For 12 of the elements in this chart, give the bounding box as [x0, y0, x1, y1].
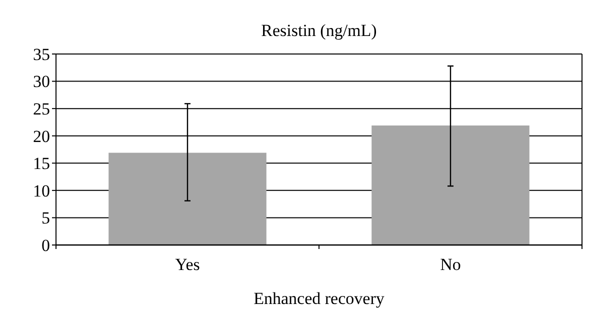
- y-tick-label: 0: [42, 236, 50, 255]
- y-tick-label: 15: [33, 154, 50, 174]
- y-tick-label: 35: [33, 44, 50, 64]
- x-tick-label: Yes: [175, 255, 200, 274]
- x-tick-label: No: [440, 255, 461, 274]
- y-tick-label: 20: [33, 126, 50, 146]
- x-axis-title: Enhanced recovery: [254, 289, 385, 308]
- y-tick-label: 5: [42, 208, 50, 228]
- y-tick-label: 25: [33, 100, 50, 119]
- y-tick-label: 30: [33, 72, 50, 92]
- y-tick-label: 10: [33, 181, 50, 200]
- chart-title: Resistin (ng/mL): [261, 21, 377, 40]
